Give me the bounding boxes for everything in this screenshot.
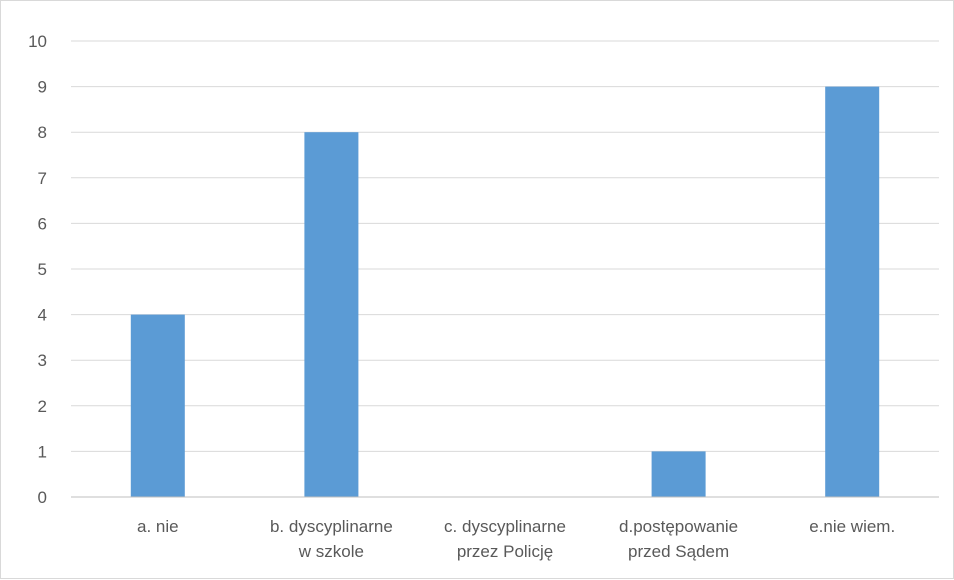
x-tick-label: d.postępowanie przed Sądem bbox=[619, 517, 738, 561]
y-tick-label: 3 bbox=[38, 351, 47, 370]
y-tick-label: 7 bbox=[38, 169, 47, 188]
y-tick-label: 9 bbox=[38, 78, 47, 97]
bar bbox=[825, 86, 880, 497]
x-tick-label: e.nie wiem. bbox=[809, 517, 895, 536]
bars bbox=[130, 86, 880, 497]
y-tick-label: 4 bbox=[38, 306, 47, 325]
x-tick-label: a. nie bbox=[137, 517, 179, 536]
y-tick-label: 6 bbox=[38, 214, 47, 233]
y-tick-label: 8 bbox=[38, 123, 47, 142]
y-tick-label: 10 bbox=[28, 32, 47, 51]
bar bbox=[304, 132, 359, 497]
bar bbox=[130, 314, 185, 497]
y-tick-label: 2 bbox=[38, 397, 47, 416]
x-axis-ticks: a. nie b. dyscyplinarne w szkole c. dyscypl… bbox=[137, 517, 895, 561]
y-tick-label: 0 bbox=[38, 488, 47, 507]
x-tick-label: c. dyscyplinarne przez Policję bbox=[444, 517, 566, 561]
x-tick-label: b. dyscyplinarne w szkole bbox=[270, 517, 393, 561]
bar bbox=[651, 451, 706, 497]
y-tick-label: 1 bbox=[38, 442, 47, 461]
gridlines bbox=[71, 40, 939, 452]
y-axis-ticks: 0 1 2 3 4 5 6 7 8 9 10 bbox=[28, 32, 47, 507]
y-tick-label: 5 bbox=[38, 260, 47, 279]
